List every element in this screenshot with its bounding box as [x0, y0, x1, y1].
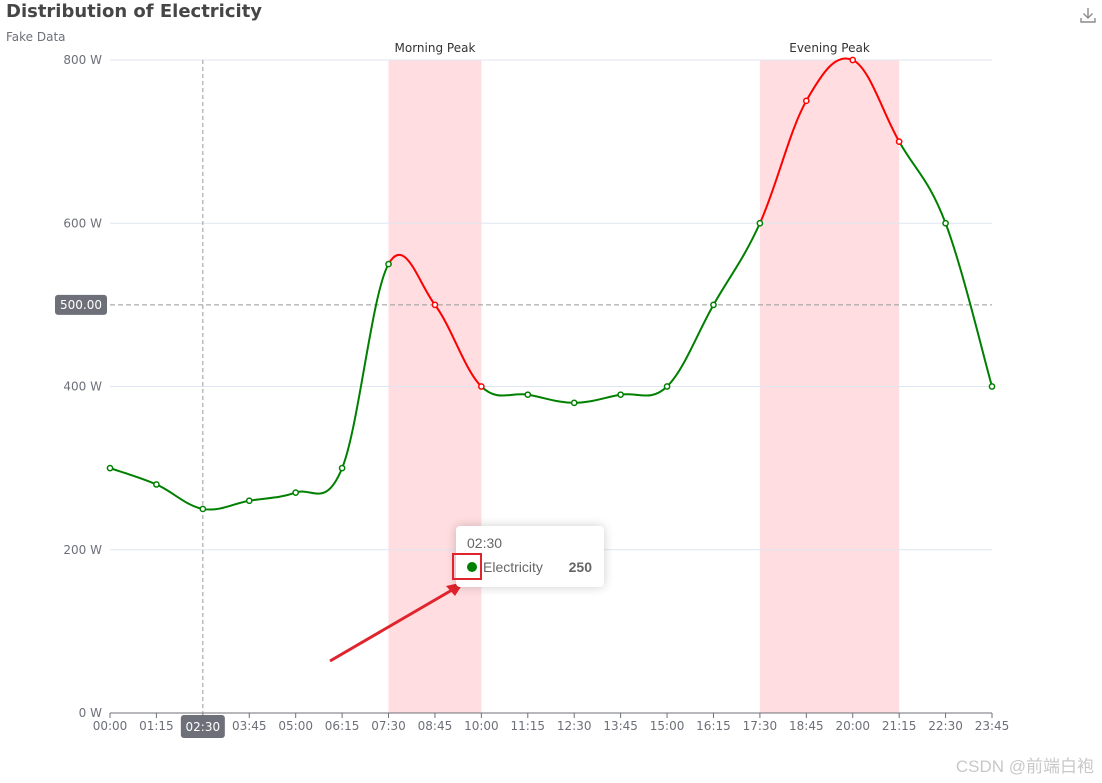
x-tick-label: 11:15 — [510, 719, 545, 733]
y-tick-label: 800 W — [63, 53, 102, 67]
series-line-segment — [480, 385, 528, 397]
data-point — [663, 383, 671, 390]
series-line-segment — [295, 467, 344, 495]
data-point — [756, 219, 764, 227]
data-point — [524, 391, 532, 399]
x-tick-label: 20:00 — [835, 719, 870, 733]
mark-line-label: 500.00 — [60, 298, 102, 312]
x-tick-label: 17:30 — [743, 719, 778, 733]
data-point — [942, 219, 949, 227]
x-tick-label: 07:30 — [371, 719, 406, 733]
data-point — [338, 464, 346, 472]
data-point — [895, 138, 903, 145]
y-tick-label: 0 W — [79, 706, 102, 720]
series-line-segment — [620, 385, 668, 397]
series-line-segment — [898, 141, 947, 224]
tooltip-value: 250 — [568, 559, 592, 575]
series-line-segment — [852, 59, 901, 143]
data-point — [245, 497, 253, 505]
data-point — [199, 505, 207, 513]
data-point — [849, 56, 857, 64]
data-point — [106, 464, 114, 472]
download-icon[interactable] — [1078, 5, 1098, 25]
axis-pointer-label: 02:30 — [186, 720, 221, 734]
peak-band-label: Evening Peak — [789, 41, 870, 55]
data-point — [802, 97, 810, 105]
chart-title: Distribution of Electricity — [6, 1, 263, 22]
mark-line-label-bg — [55, 294, 107, 315]
series-line-segment — [202, 499, 250, 511]
x-tick-label: 18:45 — [789, 719, 824, 733]
x-tick-label: 21:15 — [882, 719, 917, 733]
data-point — [153, 481, 160, 488]
x-tick-label: 23:45 — [975, 719, 1010, 733]
series-line-segment — [109, 467, 157, 486]
series-line-segment — [666, 304, 715, 388]
watermark: CSDN @前端白袍 — [955, 757, 1094, 776]
tooltip-series-name: Electricity — [483, 559, 543, 575]
data-point — [570, 399, 578, 407]
axis-pointer-label-bg — [180, 715, 225, 738]
tooltip-time: 02:30 — [467, 535, 503, 551]
x-tick-label: 10:00 — [464, 719, 499, 733]
x-tick-label: 22:30 — [928, 719, 963, 733]
data-point — [617, 391, 624, 399]
series-line-segment — [341, 263, 390, 469]
series-line-segment — [387, 254, 436, 306]
chart-subtitle: Fake Data — [6, 30, 66, 44]
series-line-segment — [758, 100, 808, 224]
y-tick-label: 600 W — [63, 216, 102, 230]
x-tick-label: 13:45 — [603, 719, 638, 733]
data-point — [292, 489, 300, 496]
x-tick-label: 12:30 — [557, 719, 592, 733]
series-line-segment — [249, 491, 297, 502]
data-point — [431, 301, 439, 309]
x-tick-label: 06:15 — [325, 719, 360, 733]
annotation-arrow — [329, 588, 453, 663]
data-point — [478, 383, 485, 390]
x-tick-label: 08:45 — [418, 719, 453, 733]
x-tick-label: 01:15 — [139, 719, 174, 733]
series-line-segment — [156, 483, 204, 510]
series-line-segment — [944, 222, 993, 387]
y-tick-label: 200 W — [63, 543, 102, 557]
y-tick-label: 400 W — [63, 380, 102, 394]
x-tick-label: 15:00 — [650, 719, 685, 733]
annotation-highlight-box — [452, 553, 482, 580]
peak-band-label: Morning Peak — [395, 41, 476, 55]
series-line-segment — [712, 222, 761, 306]
series-line-segment — [574, 393, 621, 404]
data-point — [988, 383, 996, 390]
series-line-segment — [805, 57, 854, 102]
x-tick-label: 03:45 — [232, 719, 267, 733]
x-tick-label: 16:15 — [696, 719, 731, 733]
series-line-segment — [434, 304, 483, 388]
data-point — [385, 260, 392, 268]
x-tick-label: 05:00 — [278, 719, 313, 733]
series-line-segment — [527, 393, 575, 404]
x-tick-label: 00:00 — [93, 719, 128, 733]
tooltip-series-dot — [467, 562, 477, 572]
data-point — [710, 301, 717, 309]
